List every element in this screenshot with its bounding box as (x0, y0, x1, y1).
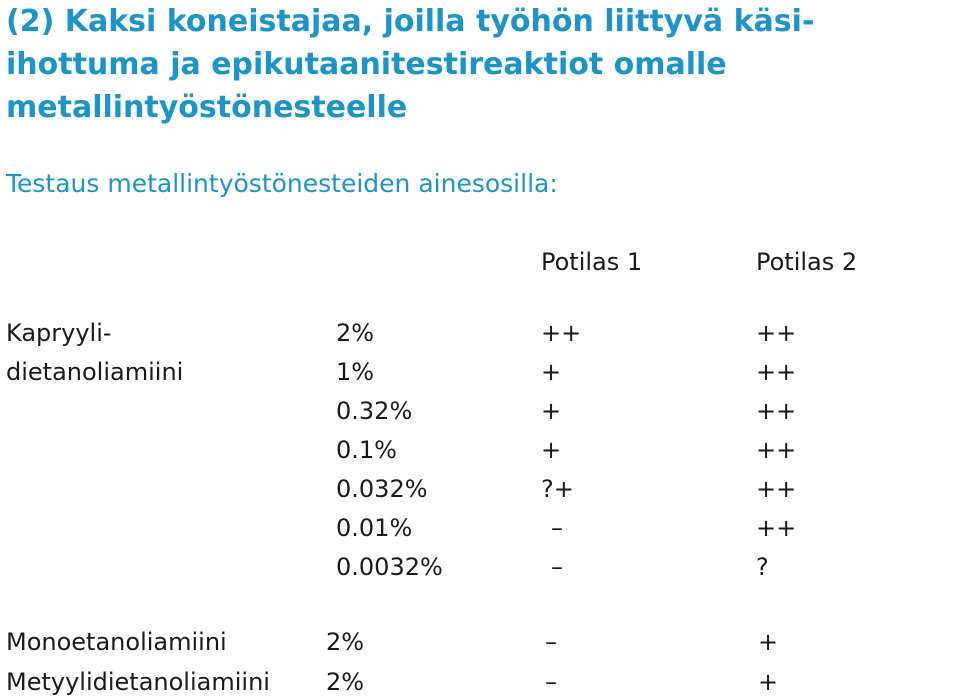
patient1-result: – (551, 553, 563, 581)
slide-title: (2) Kaksi koneistajaa, joilla työhön lii… (6, 4, 815, 125)
patient1-result: – (545, 668, 557, 696)
patient2-result: ++ (756, 358, 797, 386)
substance-name-line1: Kapryyli- (6, 319, 112, 347)
substance-name: Monoetanoliamiini (6, 628, 227, 656)
concentration-cell: 2% (326, 668, 365, 696)
patient2-result: ++ (756, 436, 797, 464)
concentration-cell: 2% (326, 628, 365, 656)
concentration-cell: 1% (336, 358, 375, 386)
patient2-result: ++ (756, 397, 797, 425)
substance-name-line2: dietanoliamiini (6, 358, 184, 386)
substance-name: Metyylidietanoliamiini (6, 668, 270, 696)
patient2-result: ++ (756, 514, 797, 542)
concentration-cell: 0.0032% (336, 553, 443, 581)
patient1-result: – (545, 628, 557, 656)
concentration-cell: 0.01% (336, 514, 413, 542)
concentration-cell: 0.032% (336, 475, 428, 503)
patient2-result: ++ (756, 475, 797, 503)
patient1-result: + (541, 358, 562, 386)
concentration-cell: 0.32% (336, 397, 413, 425)
patient2-result: + (758, 668, 779, 696)
patient1-result: + (541, 436, 562, 464)
patient2-result: ++ (756, 319, 797, 347)
patient1-result: – (551, 514, 563, 542)
patient1-result: ?+ (541, 475, 574, 503)
patient2-result: + (758, 628, 779, 656)
slide-subtitle: Testaus metallintyöstönesteiden ainesosi… (6, 169, 558, 198)
patient1-result: ++ (541, 319, 582, 347)
header-patient-1: Potilas 1 (541, 248, 643, 276)
header-patient-2: Potilas 2 (756, 248, 858, 276)
patient2-result: ? (756, 553, 769, 581)
concentration-cell: 2% (336, 319, 375, 347)
patient1-result: + (541, 397, 562, 425)
concentration-cell: 0.1% (336, 436, 397, 464)
